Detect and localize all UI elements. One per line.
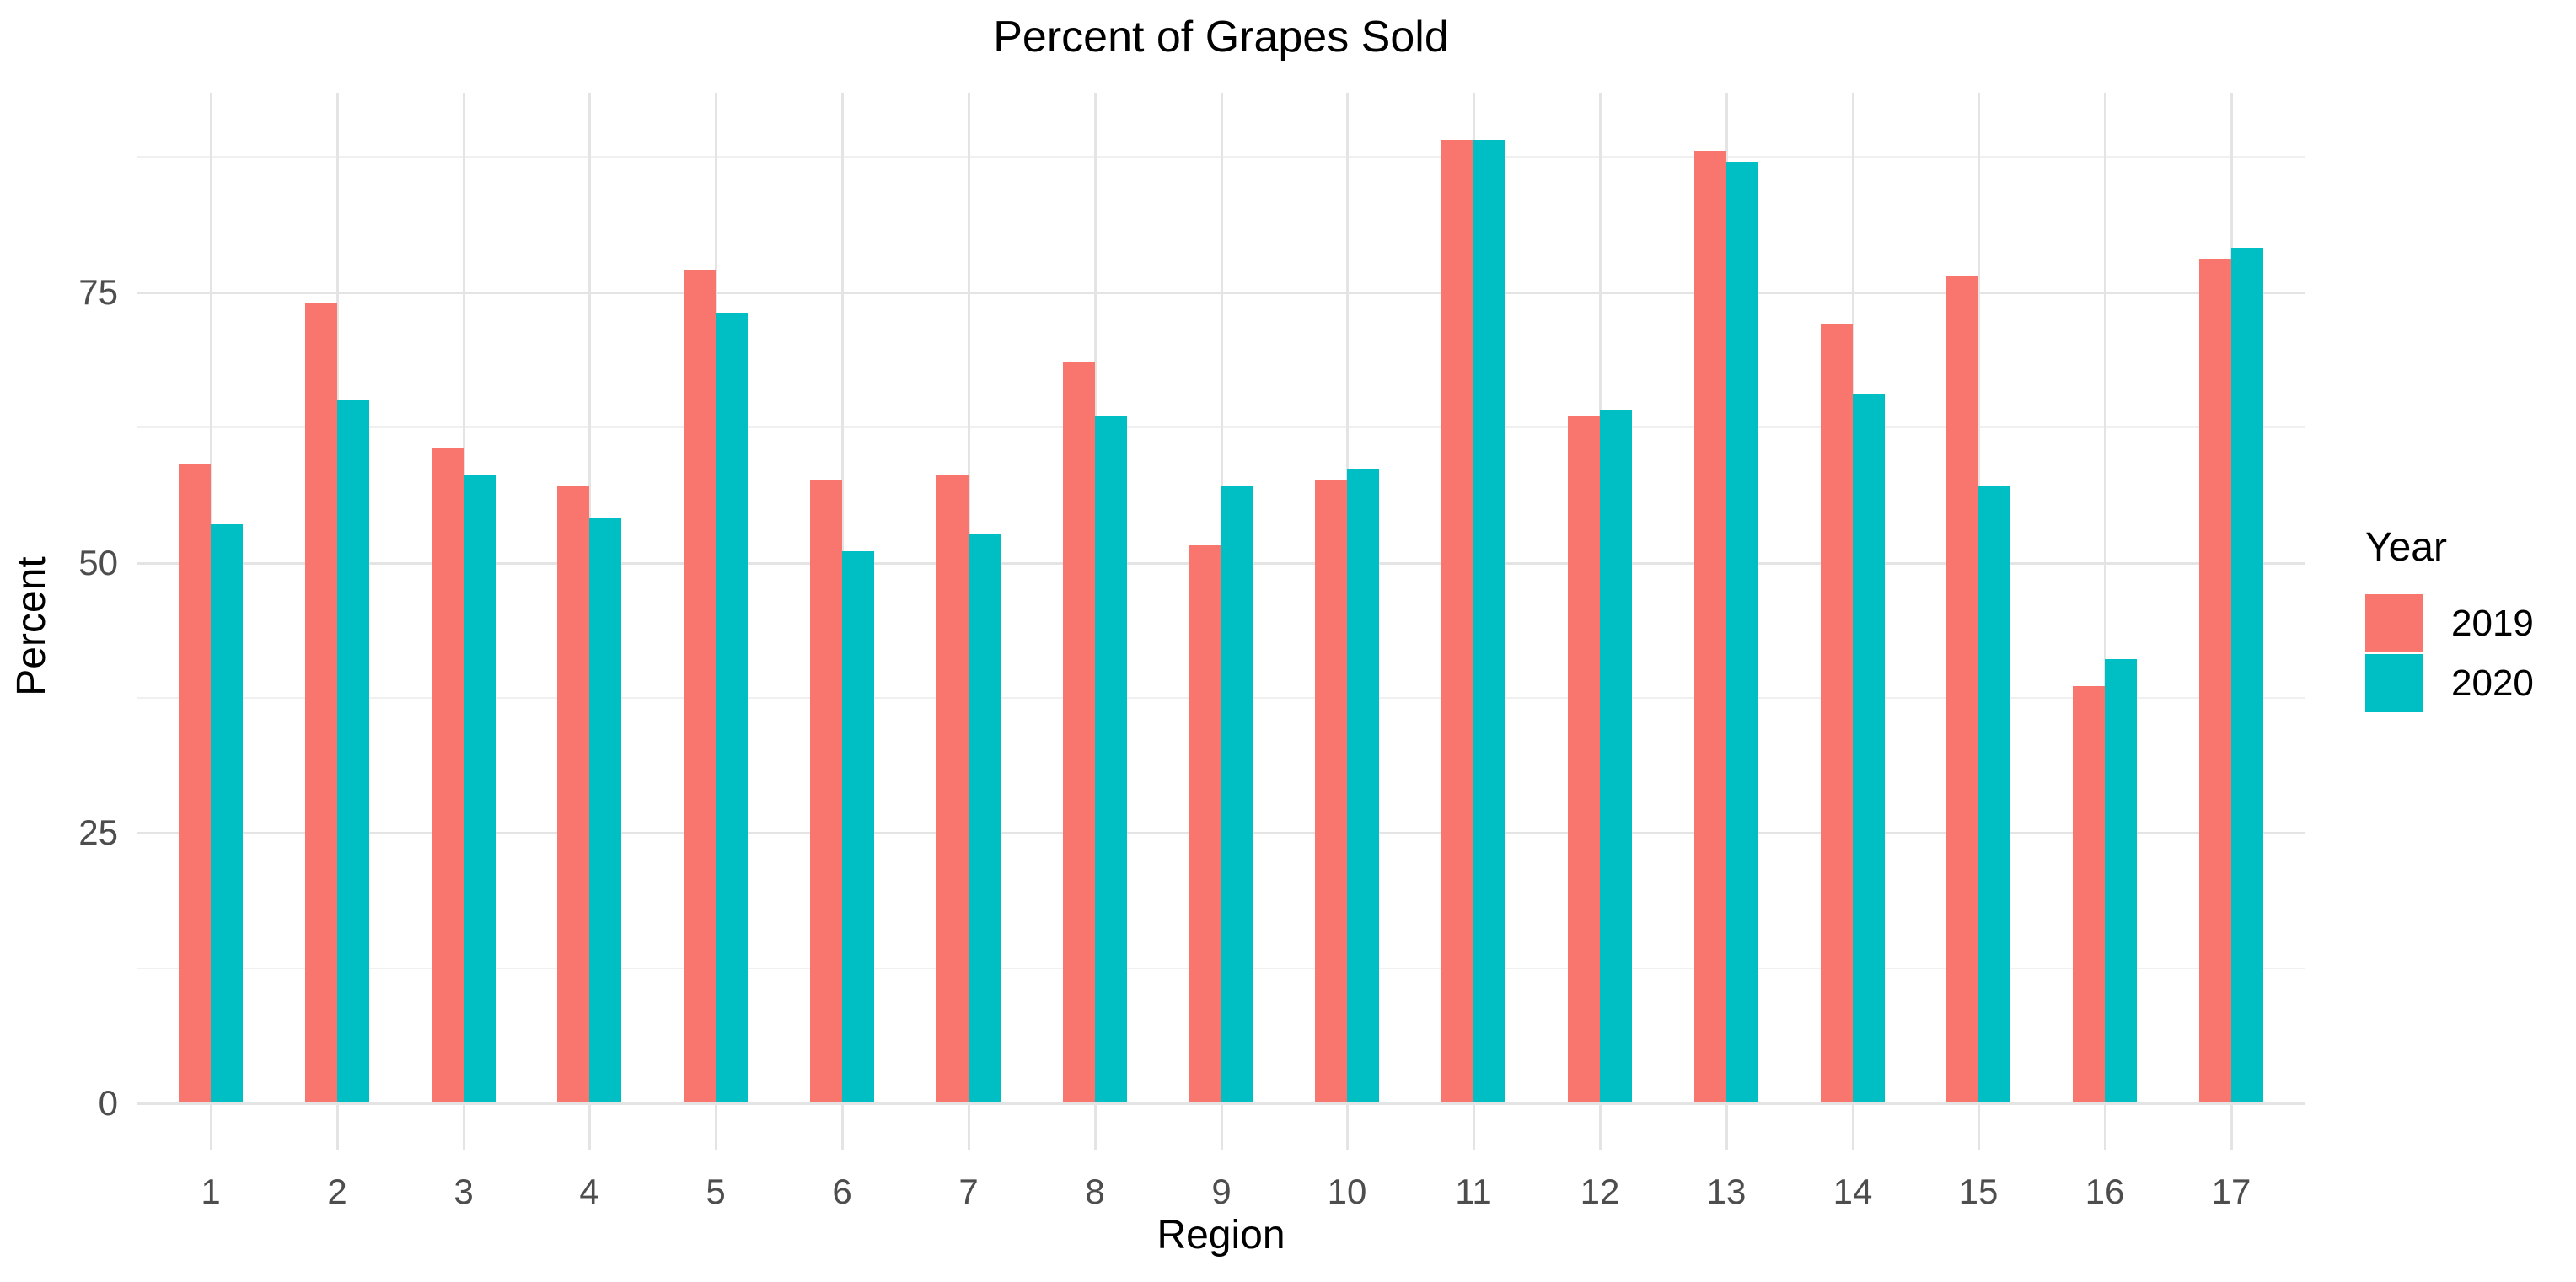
x-tick-label-5: 5	[706, 1172, 726, 1211]
bar-2020-region-3	[464, 475, 496, 1102]
y-tick-label-50: 50	[78, 543, 118, 582]
x-tick-label-9: 9	[1211, 1172, 1232, 1211]
x-tick-label-6: 6	[832, 1172, 852, 1211]
x-tick-label-4: 4	[579, 1172, 599, 1211]
x-tick-label-8: 8	[1085, 1172, 1105, 1211]
bar-2019-region-13	[1694, 151, 1726, 1102]
legend-label-2019: 2019	[2451, 602, 2534, 644]
y-tick-label-0: 0	[98, 1083, 118, 1123]
legend-label-2020: 2020	[2451, 662, 2534, 704]
bar-2020-region-2	[337, 400, 369, 1102]
bar-2020-region-11	[1473, 140, 1505, 1102]
bar-2020-region-8	[1095, 416, 1127, 1102]
bar-2020-region-16	[2105, 659, 2137, 1102]
bar-2019-region-15	[1946, 276, 1978, 1102]
bar-2019-region-2	[305, 303, 337, 1102]
bar-2020-region-1	[211, 524, 243, 1102]
bar-2019-region-9	[1189, 545, 1221, 1102]
legend-swatch-2019	[2365, 594, 2423, 652]
x-tick-label-12: 12	[1580, 1172, 1620, 1211]
bar-2019-region-6	[810, 480, 842, 1102]
y-tick-label-75: 75	[78, 272, 118, 312]
x-tick-label-3: 3	[453, 1172, 474, 1211]
x-tick-label-10: 10	[1327, 1172, 1367, 1211]
bar-2019-region-16	[2073, 686, 2105, 1102]
chart-title: Percent of Grapes Sold	[993, 13, 1449, 62]
x-major-gridline-16	[2104, 93, 2106, 1150]
bar-2019-region-17	[2199, 259, 2231, 1102]
plot-panel	[137, 93, 2305, 1150]
bar-2020-region-12	[1600, 410, 1632, 1102]
bar-2019-region-10	[1315, 480, 1347, 1102]
legend-title: Year	[2365, 525, 2447, 570]
bar-2020-region-15	[1978, 486, 2010, 1102]
x-tick-label-1: 1	[201, 1172, 221, 1211]
y-axis-title: Percent	[9, 556, 54, 696]
bar-2020-region-6	[842, 551, 874, 1102]
bar-2020-region-13	[1726, 162, 1758, 1102]
bar-2019-region-3	[432, 448, 464, 1102]
bar-2020-region-9	[1221, 486, 1253, 1102]
bar-2019-region-12	[1568, 416, 1600, 1102]
bar-2019-region-11	[1441, 140, 1473, 1102]
legend-item-2020: 2020	[2365, 654, 2534, 712]
legend-item-2019: 2019	[2365, 594, 2534, 652]
bar-2020-region-17	[2231, 248, 2263, 1102]
x-tick-label-15: 15	[1958, 1172, 1999, 1211]
bar-2019-region-14	[1821, 324, 1853, 1102]
bar-2020-region-10	[1347, 469, 1379, 1102]
bar-2019-region-4	[557, 486, 589, 1102]
bar-2020-region-14	[1853, 394, 1885, 1102]
legend-swatch-2020	[2365, 654, 2423, 712]
bar-2019-region-7	[936, 475, 969, 1102]
bar-2020-region-7	[969, 534, 1001, 1102]
x-tick-label-13: 13	[1706, 1172, 1747, 1211]
x-tick-label-7: 7	[958, 1172, 979, 1211]
y-tick-label-25: 25	[78, 813, 118, 852]
bar-2020-region-4	[589, 518, 621, 1102]
x-tick-label-16: 16	[2085, 1172, 2125, 1211]
bar-2019-region-5	[684, 270, 716, 1102]
bar-2019-region-8	[1063, 362, 1095, 1102]
x-tick-label-14: 14	[1833, 1172, 1873, 1211]
x-tick-label-11: 11	[1455, 1172, 1492, 1211]
x-tick-label-17: 17	[2211, 1172, 2251, 1211]
bar-2019-region-1	[179, 464, 211, 1102]
x-tick-label-2: 2	[327, 1172, 347, 1211]
x-axis-title: Region	[1157, 1213, 1285, 1258]
legend: Year 2019 2020	[2365, 524, 2534, 714]
bar-2020-region-5	[716, 313, 748, 1102]
